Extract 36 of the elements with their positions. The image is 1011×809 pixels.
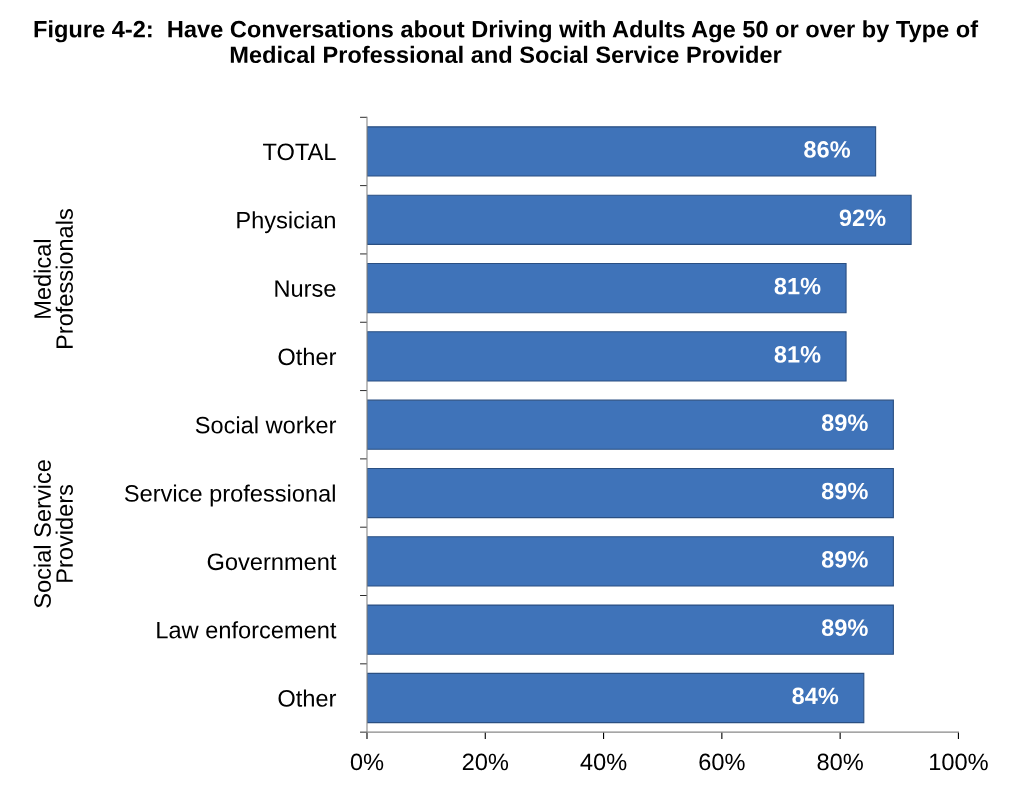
- x-tick-label: 20%: [462, 753, 509, 771]
- data-label: 81%: [774, 277, 821, 295]
- y-tick-label: TOTAL: [263, 143, 336, 161]
- y-tick-label: Other: [278, 689, 337, 707]
- bar: [366, 536, 894, 587]
- data-label: 89%: [821, 550, 868, 568]
- bar: [366, 672, 865, 724]
- x-tick-label: 100%: [930, 753, 988, 771]
- y-tick-label: Government: [207, 553, 337, 571]
- bar: [366, 331, 847, 382]
- data-label: 86%: [804, 141, 851, 158]
- data-label: 89%: [821, 619, 868, 637]
- data-label: 89%: [821, 482, 868, 500]
- data-label: 81%: [774, 346, 821, 363]
- x-tick-label: 40%: [580, 753, 627, 771]
- bar: [366, 126, 877, 177]
- data-label: 92%: [839, 209, 886, 227]
- text: Social Service Providers: [33, 460, 73, 608]
- bar: [366, 399, 894, 450]
- x-tick-label: 60%: [699, 753, 745, 771]
- y-tick-label: Service professional: [124, 484, 335, 507]
- y-tick-label: Social worker: [195, 416, 337, 434]
- text: Medical Professionals: [33, 209, 73, 349]
- bar: [366, 604, 894, 655]
- chart-title: Figure 4-2: Have Conversations about Driving with Adults Age 50 or over by Type of Medical Professional and Social Service Provider: [34, 20, 979, 64]
- data-label: 89%: [821, 414, 868, 432]
- y-tick-label: Other: [278, 347, 337, 366]
- y-tick-label: Nurse: [275, 280, 336, 297]
- bar: [366, 262, 847, 314]
- bar: [366, 467, 894, 519]
- y-tick-label: Law enforcement: [157, 621, 337, 639]
- x-tick-label: 80%: [817, 753, 863, 771]
- y-tick-label: Physician: [237, 211, 335, 234]
- data-label: 84%: [792, 687, 839, 705]
- x-tick-label: 0%: [350, 753, 384, 771]
- bar: [366, 194, 912, 245]
